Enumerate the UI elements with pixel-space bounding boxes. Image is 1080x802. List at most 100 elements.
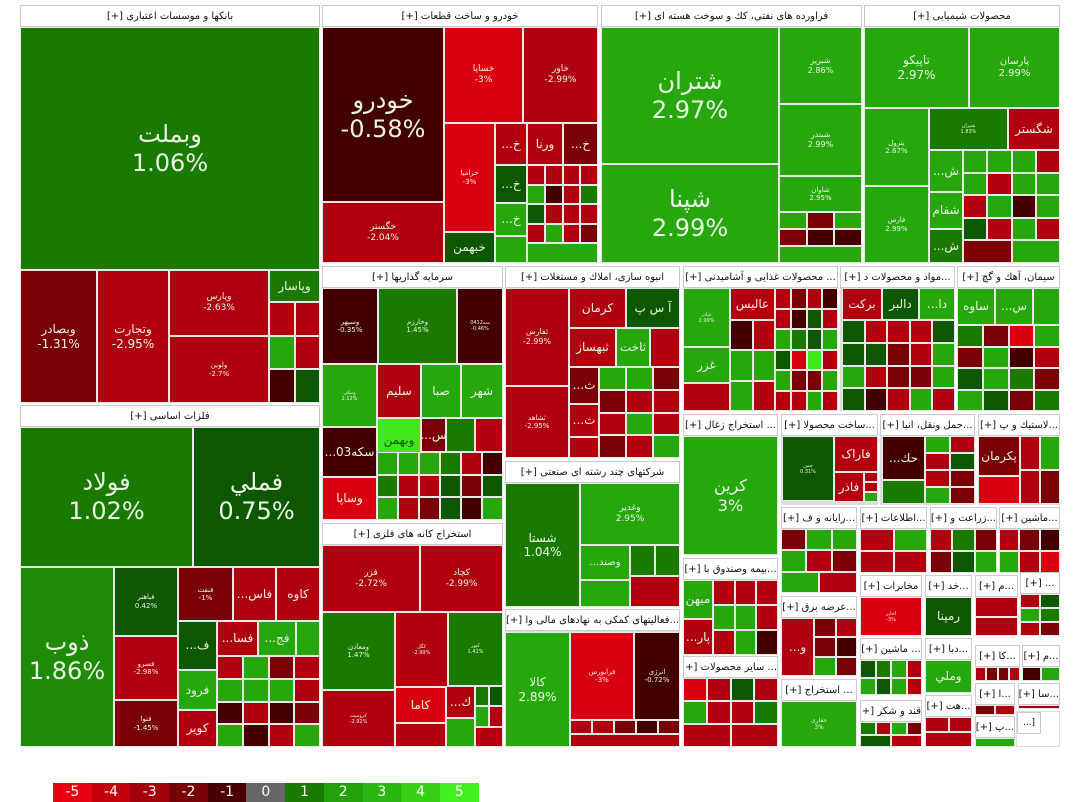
small-tile[interactable]	[242, 656, 269, 679]
small-tile[interactable]	[599, 412, 626, 436]
small-tile[interactable]	[790, 370, 807, 391]
small-tile[interactable]	[822, 288, 838, 309]
small-tile[interactable]	[987, 217, 1012, 241]
small-tile[interactable]	[1035, 195, 1060, 218]
small-tile[interactable]	[655, 545, 680, 576]
tile[interactable]: فملي 0.75%	[193, 427, 320, 567]
small-tile[interactable]	[268, 656, 295, 679]
small-tile[interactable]	[1034, 389, 1060, 411]
small-tile[interactable]	[683, 678, 707, 701]
tile[interactable]: فولاد 1.02%	[20, 427, 193, 567]
small-tile[interactable]	[217, 724, 243, 747]
small-tile[interactable]	[527, 243, 598, 263]
tile[interactable]	[650, 328, 680, 367]
tile[interactable]: ساوه	[957, 288, 995, 325]
tile[interactable]: ورنا	[527, 123, 563, 165]
small-tile[interactable]	[730, 678, 755, 701]
small-tile[interactable]	[835, 618, 857, 638]
small-tile[interactable]	[730, 701, 755, 724]
small-tile[interactable]	[997, 667, 1009, 681]
tile[interactable]: وسپهر -0.35%	[322, 288, 378, 364]
small-tile[interactable]	[377, 497, 398, 520]
small-tile[interactable]	[975, 667, 987, 681]
small-tile[interactable]	[864, 320, 888, 343]
tile[interactable]: شپنا 2.99%	[601, 164, 779, 263]
small-tile[interactable]	[269, 302, 295, 336]
small-tile[interactable]	[599, 367, 626, 390]
tile[interactable]: برکت	[842, 288, 882, 320]
sector-header[interactable]: ...کا [+]	[975, 645, 1020, 667]
small-tile[interactable]	[730, 724, 778, 747]
sector-header[interactable]: ... محصولات غذایی و آشامیدنی [+]	[683, 266, 838, 288]
small-tile[interactable]	[653, 367, 680, 390]
tile[interactable]: ...خ	[563, 123, 598, 165]
small-tile[interactable]	[482, 497, 503, 520]
small-tile[interactable]	[474, 418, 503, 452]
tile[interactable]	[296, 621, 320, 656]
small-tile[interactable]	[893, 551, 927, 573]
tile[interactable]: فباهنر 0.42%	[114, 567, 178, 636]
tile[interactable]: خزامیا -3%	[444, 123, 495, 232]
small-tile[interactable]	[987, 172, 1012, 196]
small-tile[interactable]	[1008, 325, 1035, 347]
small-tile[interactable]	[909, 320, 933, 343]
small-tile[interactable]	[891, 677, 907, 695]
sector-header[interactable]: ...م [+]	[1022, 645, 1060, 667]
small-tile[interactable]	[831, 550, 857, 572]
small-tile[interactable]	[1008, 346, 1035, 368]
tile[interactable]: فاذر	[834, 472, 864, 502]
small-tile[interactable]	[952, 529, 975, 551]
small-tile[interactable]	[653, 412, 680, 436]
tile[interactable]: ومعادن 1.47%	[322, 612, 395, 690]
small-tile[interactable]	[1035, 150, 1060, 173]
small-tile[interactable]	[599, 389, 626, 413]
small-tile[interactable]	[734, 630, 757, 655]
small-tile[interactable]	[242, 701, 269, 725]
small-tile[interactable]	[887, 342, 910, 366]
small-tile[interactable]	[294, 701, 320, 725]
small-tile[interactable]	[975, 616, 1018, 636]
small-tile[interactable]	[527, 165, 545, 185]
tile[interactable]: پترول 2.67%	[864, 108, 929, 186]
small-tile[interactable]	[963, 240, 1012, 263]
small-tile[interactable]	[775, 349, 791, 370]
sector-header[interactable]: ...اطلاعات [+]	[860, 507, 927, 529]
small-tile[interactable]	[842, 342, 865, 366]
sector-header[interactable]: ... سایر محصولات [+]	[683, 656, 778, 678]
small-tile[interactable]	[860, 734, 891, 747]
small-tile[interactable]	[294, 302, 320, 336]
small-tile[interactable]	[822, 370, 838, 391]
tile[interactable]: غپاذر 2.99%	[683, 288, 730, 347]
tile[interactable]: رمپنا	[925, 597, 972, 636]
small-tile[interactable]	[626, 412, 653, 436]
small-tile[interactable]	[806, 308, 823, 329]
small-tile[interactable]	[446, 418, 475, 452]
small-tile[interactable]	[730, 380, 753, 411]
small-tile[interactable]	[756, 605, 778, 630]
small-tile[interactable]	[527, 184, 545, 205]
tile[interactable]: ...پار	[683, 619, 713, 655]
small-tile[interactable]	[963, 217, 988, 241]
tile[interactable]: ...فاس	[233, 567, 276, 621]
tile[interactable]: خگستر -2.04%	[322, 202, 444, 263]
tile[interactable]: وبصادر -1.31%	[20, 270, 97, 403]
sector-header[interactable]: ...ماشین [+]	[999, 507, 1060, 529]
small-tile[interactable]	[950, 453, 975, 470]
small-tile[interactable]	[806, 229, 835, 246]
tile[interactable]: غزر	[683, 347, 730, 383]
small-tile[interactable]	[957, 389, 983, 411]
tile[interactable]: کرومیت -2.92%	[322, 690, 395, 747]
sector-header[interactable]: محصولات شیمیایی [+]	[864, 5, 1060, 27]
tile[interactable]: پارسان 2.99%	[969, 27, 1060, 108]
small-tile[interactable]	[683, 701, 707, 724]
small-tile[interactable]	[987, 150, 1012, 173]
small-tile[interactable]	[775, 390, 791, 411]
small-tile[interactable]	[779, 246, 862, 263]
tile[interactable]: عالیس	[730, 288, 775, 320]
small-tile[interactable]	[570, 720, 592, 734]
tile[interactable]: ...خ	[495, 165, 527, 203]
small-tile[interactable]	[658, 720, 680, 734]
small-tile[interactable]	[887, 388, 910, 411]
small-tile[interactable]	[268, 701, 295, 725]
tile[interactable]: ثاخت	[616, 328, 650, 367]
